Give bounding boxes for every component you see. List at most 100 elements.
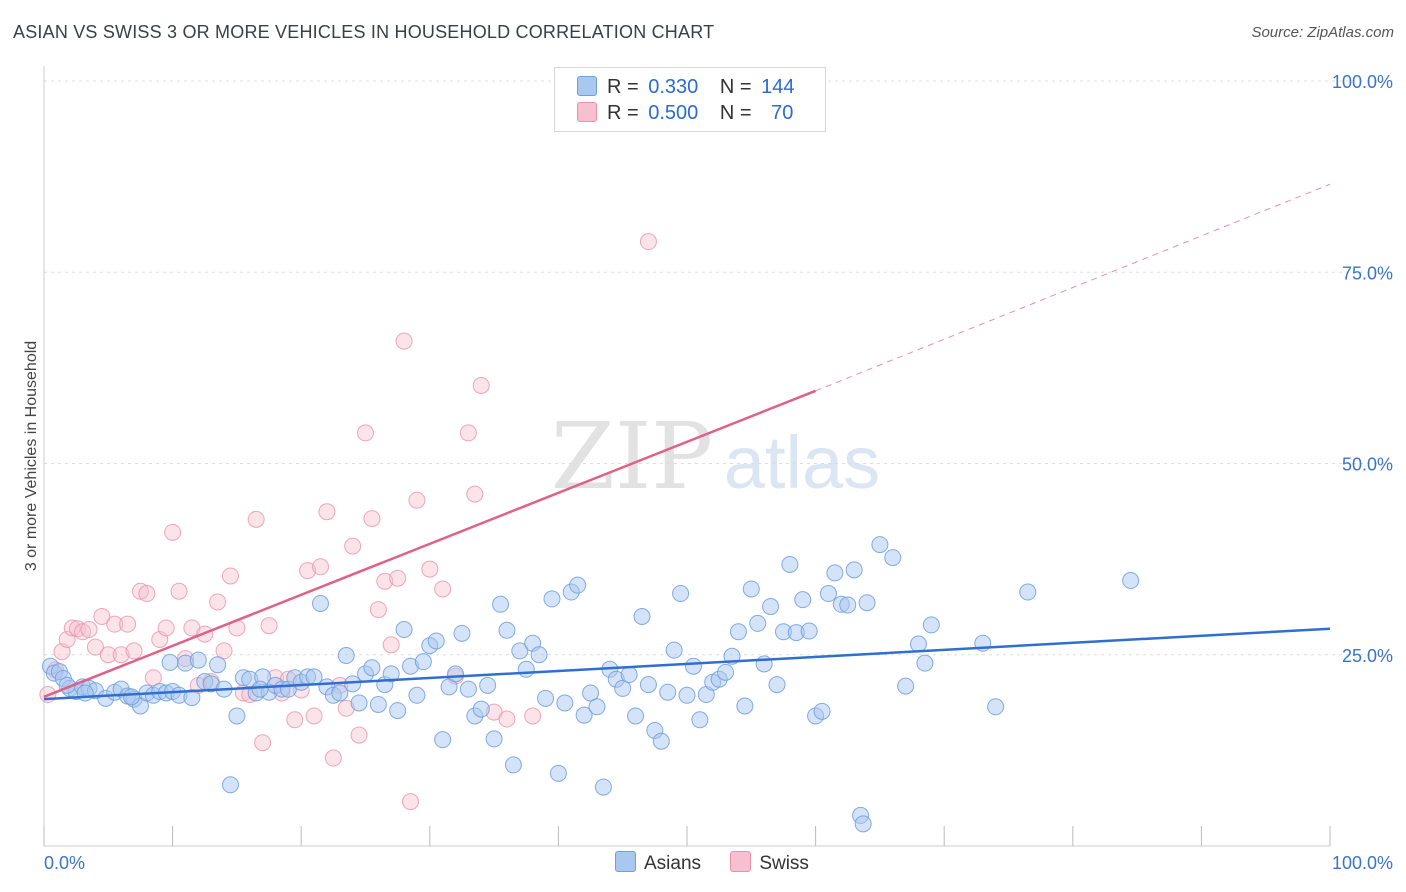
swiss-point [324,749,342,767]
asians-point [582,684,600,702]
watermark-zip: ZIP [551,403,713,510]
asians-point [858,594,876,612]
legend-row-swiss: R = 0.500 N = 70 [577,102,793,126]
tick-labels: 25.0% 50.0% 75.0% 100.0% 0.0% 100.0% [44,72,1393,873]
swiss-point [305,707,323,725]
swiss-point [106,615,124,633]
asians-point [369,695,387,713]
asians-point [485,730,503,748]
swiss-point [144,669,162,687]
asians-point [652,732,670,750]
legend-item-swiss[interactable]: Swiss [730,851,809,875]
swiss-point [93,608,111,625]
asians-point [627,707,645,725]
chart-title: ASIAN VS SWISS 3 OR MORE VEHICLES IN HOU… [13,22,715,42]
asians-point [922,616,940,634]
axes [43,66,1331,847]
asians-point [228,707,246,725]
asians-point [620,666,638,684]
asians-point [749,614,767,632]
swiss-trend-line [43,389,817,698]
asians-point [251,680,269,698]
swiss-point [99,646,117,664]
asians-point [845,561,863,579]
asians-point [575,706,593,724]
swiss-point [344,537,362,555]
swiss-point [86,638,104,656]
asians-point [183,689,201,707]
asians-point [479,676,497,694]
asians-point [161,653,179,671]
x-tick-label: 0.0% [44,853,85,873]
asians-point [916,654,934,672]
legend-item-asians[interactable]: Asians [615,851,701,875]
asians-point [427,632,445,650]
swiss-point [63,619,81,637]
swiss-point [389,569,407,587]
asians-point [897,677,915,695]
series-legend: Asians Swiss [615,851,833,875]
r-label: R = [607,102,639,124]
asians-point [665,641,683,659]
swiss-point [408,491,426,509]
asians-swatch [615,851,636,872]
swiss-point [157,619,175,637]
asians-point [556,694,574,712]
y-tick-label: 25.0% [1342,646,1393,666]
asians-point [588,698,606,716]
swiss-point [357,424,374,442]
asians-point [537,689,555,707]
watermark-atlas: atlas [724,421,880,504]
asians-point [736,697,754,715]
swiss-point [131,582,149,600]
swiss-point [80,621,98,639]
swiss-swatch [577,102,597,122]
asians-point [447,665,465,683]
asians-point [511,642,529,660]
swiss-point [395,332,413,350]
asians-point [684,657,702,675]
legend-row-asians: R = 0.330 N = 144 [577,76,795,100]
y-tick-label: 100.0% [1332,72,1393,92]
asians-point [414,653,432,671]
asians-point [691,711,709,729]
asians-point [189,651,207,669]
asians-point [678,686,696,704]
asians-point [826,564,844,582]
asians-point [813,702,831,720]
swiss-point [164,523,182,541]
asians-point [1122,572,1140,590]
asians-point [819,585,837,603]
asians-point [633,608,651,625]
stats-legend: R = 0.330 N = 144 R = 0.500 N = 70 [554,67,826,132]
asians-point [549,764,567,782]
asians-point [311,594,329,612]
swiss-point [524,707,542,725]
swiss-point [459,424,477,442]
swiss-point [125,642,143,660]
asians-points [41,536,1140,833]
asians-point [768,676,786,694]
swiss-swatch [730,851,752,872]
asians-point [363,659,381,677]
swiss-point [221,567,239,585]
swiss-point [260,617,278,635]
n-value-swiss: 70 [771,102,794,124]
asians-point [209,656,227,674]
asians-point [517,660,535,678]
asians-point [504,756,522,774]
swiss-point [119,615,137,633]
trend-lines [43,183,1331,701]
asians-point [492,595,510,613]
swiss-point [498,710,516,728]
asians-point [594,778,612,796]
swiss-point [363,510,381,528]
asians-point [800,622,818,640]
swiss-point [421,560,439,578]
asians-point [472,700,490,718]
swiss-point [639,233,657,251]
asians-point [76,684,94,702]
swiss-point [247,510,265,528]
r-value-swiss: 0.500 [648,102,699,124]
swiss-point [472,376,490,394]
